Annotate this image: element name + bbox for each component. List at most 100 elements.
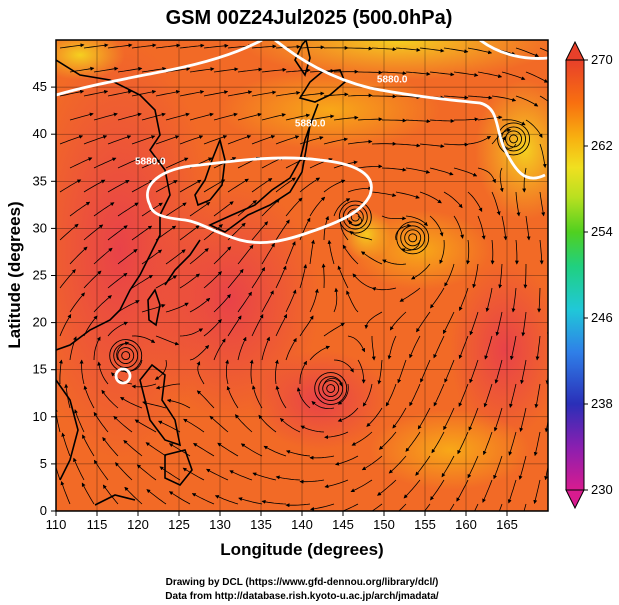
contour-5880-northeast	[274, 40, 546, 180]
streamline-92	[155, 335, 180, 346]
streamline-353	[469, 359, 479, 384]
streamline-77	[123, 439, 143, 457]
streamline-89	[165, 249, 186, 265]
streamline-370	[485, 287, 493, 313]
streamline-405	[550, 168, 555, 191]
streamline-139	[191, 493, 215, 505]
streamline-91	[165, 302, 189, 313]
streamline-109	[189, 248, 209, 265]
streamline-381	[525, 71, 548, 83]
streamline-372	[484, 335, 493, 360]
streamline-282	[395, 95, 421, 100]
x-tick-label-115: 115	[87, 517, 108, 532]
streamline-124	[203, 135, 228, 145]
streamline-404	[539, 143, 547, 169]
streamline-9	[69, 246, 88, 265]
streamline-226	[323, 179, 346, 193]
streamline-33	[93, 336, 101, 361]
streamline-262	[372, 94, 397, 99]
streamline-347	[477, 215, 486, 240]
streamline-149	[237, 244, 254, 265]
streamline-35	[83, 385, 95, 409]
streamline-386	[515, 191, 521, 217]
streamline-121	[213, 67, 239, 73]
streamline-142	[227, 90, 253, 97]
cool-region-north	[240, 40, 548, 80]
streamline-352	[458, 335, 469, 360]
streamline-343	[477, 115, 503, 121]
streamline-250	[337, 265, 349, 289]
streamline-335	[443, 407, 455, 431]
streamline-333	[444, 359, 455, 383]
contour-5880-northeast-upper	[479, 40, 548, 60]
streamline-160	[251, 44, 277, 49]
streamline-144	[227, 134, 252, 145]
streamline-196	[258, 414, 277, 433]
streamline-42	[107, 89, 133, 97]
streamline-346	[467, 191, 483, 213]
streamline-241	[358, 70, 383, 75]
streamline-76	[113, 415, 133, 433]
streamline-339	[449, 503, 455, 511]
streamline-402	[539, 95, 548, 102]
streamline-50	[107, 272, 128, 289]
streamline-271	[364, 311, 383, 330]
streamline-151	[237, 291, 252, 313]
x-axis: 110 115 120 125 130 135 140 145 150 155 160 165	[46, 511, 518, 532]
streamline-224	[323, 137, 349, 145]
streamline-218	[275, 475, 301, 481]
streamline-249	[342, 244, 359, 265]
streamline-320	[443, 47, 469, 54]
streamline-217	[285, 450, 311, 457]
streamline-45	[117, 157, 141, 169]
streamline-298	[377, 479, 397, 496]
streamline-403	[550, 120, 565, 139]
streamline-10	[59, 269, 76, 289]
streamline-400	[539, 47, 548, 52]
streamline-115	[166, 398, 191, 409]
contour-5880-north	[56, 40, 263, 97]
streamline-179	[238, 497, 263, 505]
streamline-136	[183, 418, 205, 433]
streamline-329	[444, 263, 455, 287]
streamline-323	[454, 117, 479, 122]
streamline-64	[131, 135, 156, 145]
streamline-93	[154, 359, 167, 380]
streamline-328	[439, 239, 445, 265]
streamline-300	[419, 47, 445, 53]
vortex-ring-1-16	[497, 122, 531, 156]
streamline-71	[141, 304, 166, 313]
vortex-ring-2-16	[396, 221, 430, 255]
streamline-373	[494, 359, 503, 384]
streamline-294	[385, 383, 397, 407]
streamline-43	[117, 112, 142, 121]
y-axis: 0 5 10 15 20 25 30 35 40 45	[33, 79, 56, 518]
streamline-163	[261, 113, 286, 121]
streamline-143	[237, 112, 262, 121]
streamline-414	[534, 383, 541, 409]
streamline-284	[395, 143, 421, 148]
streamline-397	[518, 455, 527, 480]
streamline-141	[237, 67, 263, 73]
y-tick-label-0: 0	[40, 503, 47, 518]
vortex-ring-4-8	[117, 347, 135, 365]
streamline-20	[83, 43, 109, 49]
coastline-korea	[194, 137, 226, 207]
streamline-334	[433, 383, 445, 407]
streamline-248	[338, 217, 349, 241]
streamline-229	[327, 239, 335, 265]
streamline-254	[337, 383, 349, 405]
coastline-borneo	[94, 494, 136, 506]
streamline-119	[168, 491, 191, 505]
streamline-152	[227, 315, 242, 337]
y-tick-label-15: 15	[33, 362, 47, 377]
streamline-62	[131, 90, 157, 97]
credit-drawing: Drawing by DCL (https://www.gfd-dennou.o…	[166, 577, 439, 588]
streamline-190	[275, 265, 287, 289]
vortex-ring-3-8	[322, 380, 340, 397]
streamline-326	[443, 191, 463, 209]
streamline-95	[142, 400, 167, 409]
streamline-54	[97, 361, 109, 385]
y-tick-label-5: 5	[40, 456, 47, 471]
streamline-214	[299, 360, 307, 384]
